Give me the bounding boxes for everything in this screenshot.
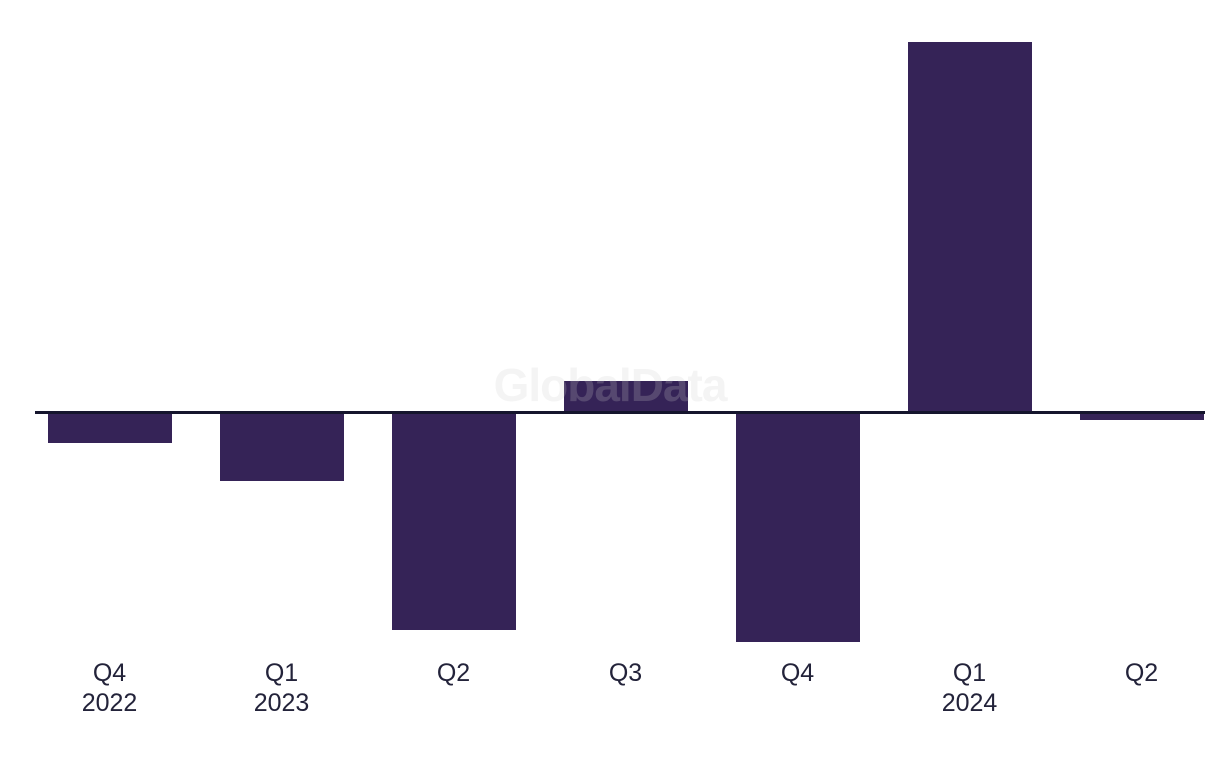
x-axis-label-quarter: Q4: [780, 659, 815, 687]
x-axis-label: Q2: [1056, 658, 1220, 688]
x-axis-label: Q1 2024: [884, 658, 1056, 718]
x-axis-label: Q2: [368, 658, 540, 688]
x-axis-label-quarter: Q2: [436, 659, 471, 687]
x-axis-label: Q1 2023: [196, 658, 368, 718]
x-axis-label-quarter: Q3: [608, 659, 643, 687]
x-axis-label-quarter: Q1: [264, 659, 299, 687]
bar: [1079, 413, 1204, 420]
x-axis-label-year: 2023: [253, 689, 310, 717]
x-axis-label: Q4: [712, 658, 884, 688]
bar: [219, 413, 344, 481]
bar: [735, 413, 860, 642]
x-axis-label-quarter: Q1: [952, 659, 987, 687]
x-axis-label-quarter: Q4: [92, 659, 127, 687]
x-axis-label-year: 2022: [81, 689, 138, 717]
x-axis-zero-line: [35, 411, 1205, 414]
bar: [563, 381, 688, 411]
x-axis-label-year: 2024: [941, 689, 998, 717]
x-axis-label: Q3: [540, 658, 712, 688]
bar: [391, 413, 516, 630]
bar: [47, 413, 172, 443]
bar: [907, 42, 1032, 411]
x-axis-label-quarter: Q2: [1124, 659, 1159, 687]
x-axis-label: Q4 2022: [24, 658, 196, 718]
